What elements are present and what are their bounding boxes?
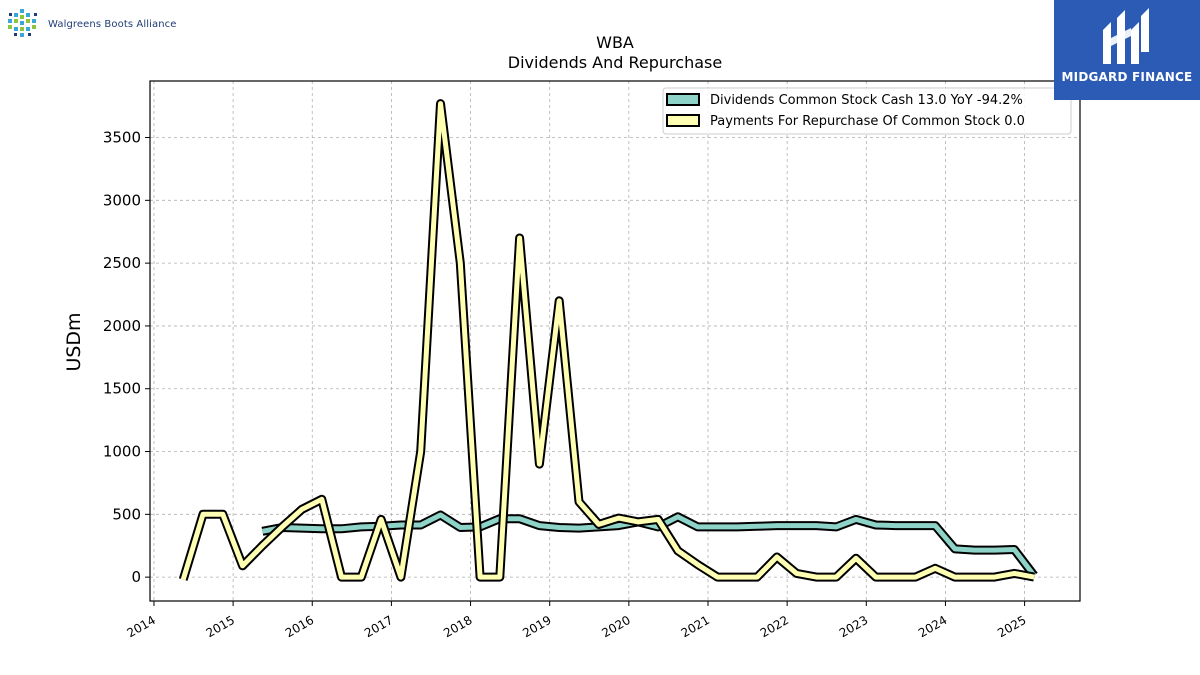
y-tick-label: 500: [112, 505, 141, 523]
y-tick-label: 3000: [103, 191, 141, 209]
y-axis-label: USDm: [63, 312, 85, 371]
midgard-logo-icon: [1103, 8, 1149, 64]
walgreens-logo-icon: [8, 9, 37, 37]
plot-frame: [149, 80, 1081, 602]
series-repurchase: [178, 99, 1035, 582]
legend-swatch: [666, 114, 700, 127]
x-tick-label: 2025: [995, 613, 1028, 640]
series-line: [180, 101, 1035, 581]
brand-logo: MIDGARD FINANCE: [1054, 0, 1200, 100]
x-tick-label: 2016: [283, 613, 316, 640]
chart-subtitle: Dividends And Repurchase: [508, 53, 722, 72]
x-tick-label: 2017: [362, 613, 395, 640]
legend-box: [662, 87, 1072, 135]
x-tick-label: 2023: [837, 613, 870, 640]
legend-label: Payments For Repurchase Of Common Stock …: [710, 114, 1025, 129]
y-tick-label: 2000: [103, 317, 141, 335]
x-tick-label: 2018: [441, 613, 474, 640]
x-tick-label: 2014: [125, 613, 158, 640]
chart-title: WBA: [596, 33, 634, 52]
y-tick-label: 1500: [103, 380, 141, 398]
series-layer: [178, 99, 1038, 582]
company-logo: Walgreens Boots Alliance: [4, 4, 177, 44]
y-tick-label: 1000: [103, 443, 141, 461]
company-name: Walgreens Boots Alliance: [48, 18, 177, 30]
brand-name: MIDGARD FINANCE: [1061, 70, 1193, 84]
x-tick-label: 2021: [679, 613, 712, 640]
y-tick-label: 0: [131, 568, 141, 586]
legend-swatch: [666, 93, 700, 106]
x-tick-label: 2020: [599, 613, 632, 640]
y-tick-label: 3500: [103, 129, 141, 147]
y-tick-label: 2500: [103, 254, 141, 272]
legend-label: Dividends Common Stock Cash 13.0 YoY -94…: [710, 93, 1023, 108]
x-tick-label: 2022: [758, 613, 791, 640]
legend: Dividends Common Stock Cash 13.0 YoY -94…: [662, 87, 1072, 135]
x-tick-label: 2024: [916, 613, 949, 640]
x-tick-label: 2019: [520, 613, 553, 640]
x-tick-label: 2015: [204, 613, 237, 640]
series-line-outline: [178, 99, 1035, 582]
